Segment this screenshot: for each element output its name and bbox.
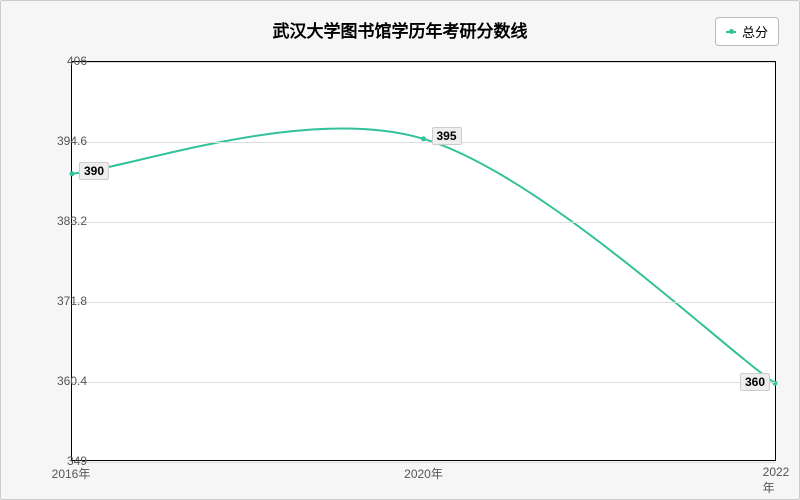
gridline	[72, 142, 775, 143]
series-line	[72, 128, 775, 383]
data-label: 360	[740, 373, 770, 391]
data-marker	[70, 171, 75, 176]
x-tick-label: 2016年	[52, 465, 91, 482]
plot-area: 390 395 360	[71, 61, 776, 461]
data-marker	[421, 136, 426, 141]
gridline	[72, 62, 775, 63]
legend: 总分	[715, 17, 779, 46]
legend-swatch	[726, 31, 736, 33]
gridline	[72, 302, 775, 303]
line-layer	[72, 62, 775, 460]
chart-container: 武汉大学图书馆学历年考研分数线 总分 390395360 349360.4371…	[0, 0, 800, 500]
y-tick-label: 394.6	[57, 134, 87, 148]
y-tick-label: 383.2	[57, 214, 87, 228]
chart-title: 武汉大学图书馆学历年考研分数线	[1, 17, 799, 42]
x-tick-label: 2020年	[404, 465, 443, 482]
legend-label: 总分	[742, 22, 768, 41]
x-tick-label: 2022年	[763, 465, 790, 496]
y-tick-label: 406	[67, 54, 87, 68]
gridline	[72, 382, 775, 383]
gridline	[72, 222, 775, 223]
data-label: 390	[79, 162, 109, 180]
gridline	[72, 462, 775, 463]
data-label: 395	[431, 127, 461, 145]
y-tick-label: 360.4	[57, 374, 87, 388]
y-tick-label: 371.8	[57, 294, 87, 308]
